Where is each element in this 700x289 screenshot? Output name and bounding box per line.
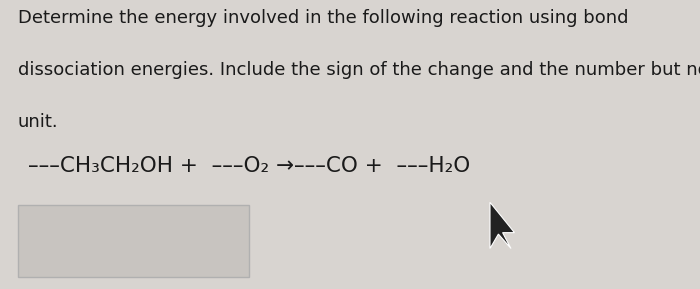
- Text: unit.: unit.: [18, 113, 58, 131]
- Polygon shape: [490, 202, 514, 249]
- Text: –––CH₃CH₂OH +  –––O₂ →–––CO +  –––H₂O: –––CH₃CH₂OH + –––O₂ →–––CO + –––H₂O: [28, 156, 470, 176]
- Text: dissociation energies. Include the sign of the change and the number but no: dissociation energies. Include the sign …: [18, 61, 700, 79]
- FancyBboxPatch shape: [18, 205, 248, 277]
- Text: Determine the energy involved in the following reaction using bond: Determine the energy involved in the fol…: [18, 9, 628, 27]
